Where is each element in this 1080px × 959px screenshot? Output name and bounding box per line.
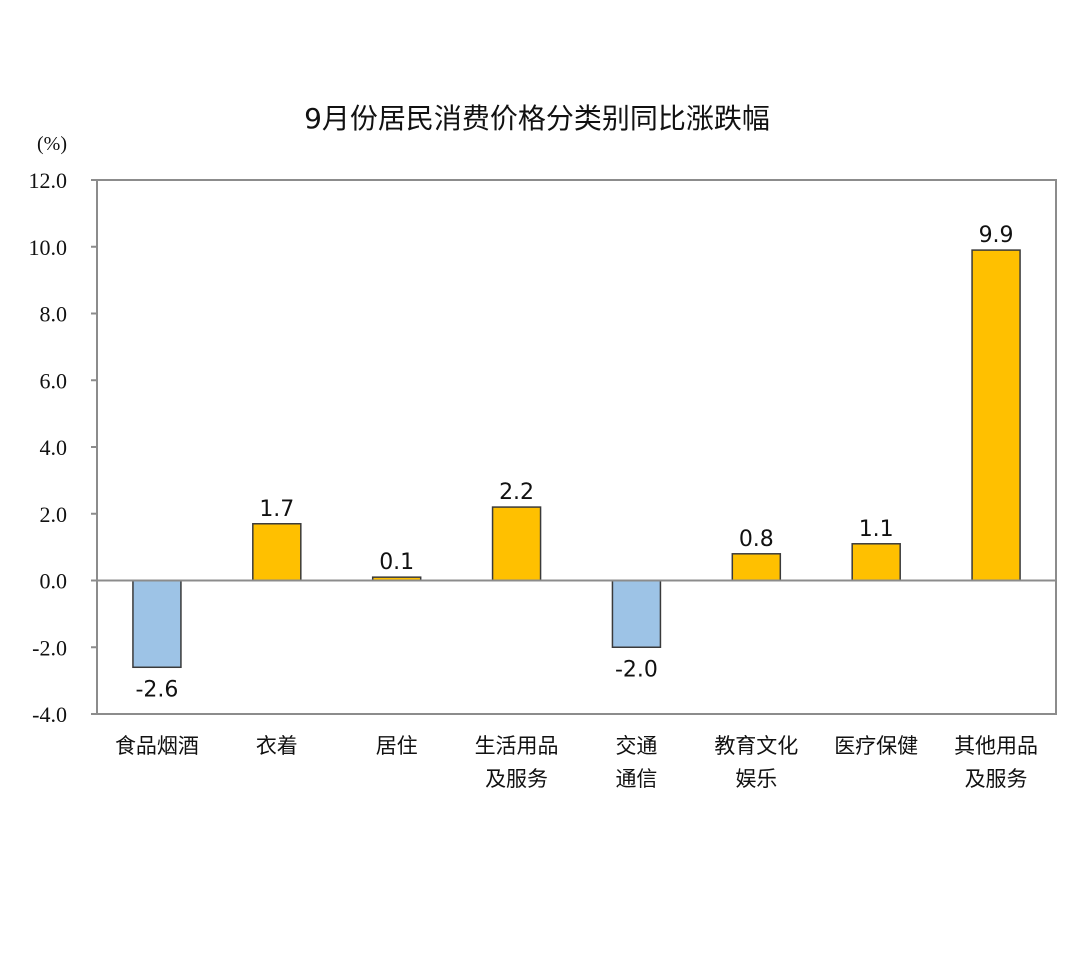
x-category-label: 食品烟酒 xyxy=(115,734,199,758)
x-category-label: 通信 xyxy=(615,767,657,791)
bar xyxy=(731,553,782,582)
bar xyxy=(132,579,182,669)
chart-title: 9月份居民消费价格分类别同比涨跌幅 xyxy=(304,102,770,135)
x-category-label: 居住 xyxy=(376,734,418,758)
data-label: 9.9 xyxy=(979,223,1014,248)
bar xyxy=(611,579,662,648)
x-category-label: 及服务 xyxy=(965,767,1028,791)
data-label: -2.6 xyxy=(135,677,178,702)
data-label: 0.1 xyxy=(379,550,414,575)
plot-frame xyxy=(96,179,1057,715)
x-category-label: 及服务 xyxy=(485,767,548,791)
y-axis-unit-label: (%) xyxy=(37,133,67,155)
y-tick-label: -2.0 xyxy=(32,635,67,660)
data-label: 0.8 xyxy=(739,527,774,552)
x-category-label: 生活用品 xyxy=(475,734,559,758)
y-tick-label: 2.0 xyxy=(40,502,68,527)
x-category-label: 其他用品 xyxy=(954,734,1038,758)
y-tick-label: 10.0 xyxy=(29,235,68,260)
y-tick-label: 4.0 xyxy=(40,435,68,460)
data-label: -2.0 xyxy=(615,657,658,682)
y-tick-label: 6.0 xyxy=(40,368,68,393)
x-category-label: 衣着 xyxy=(256,734,298,758)
data-label: 1.7 xyxy=(259,497,294,522)
x-category-label: 教育文化 xyxy=(714,734,798,758)
y-tick-label: 12.0 xyxy=(29,168,68,193)
bar xyxy=(491,506,542,582)
y-tick-label: -4.0 xyxy=(32,702,67,727)
bar xyxy=(851,543,901,582)
bar xyxy=(252,523,302,582)
x-category-label: 娱乐 xyxy=(735,767,777,791)
data-label: 1.1 xyxy=(859,517,894,542)
y-tick-label: 0.0 xyxy=(40,569,68,594)
x-category-label: 医疗保健 xyxy=(834,734,918,758)
bar xyxy=(971,249,1021,582)
x-category-label: 交通 xyxy=(615,734,657,758)
y-tick-label: 8.0 xyxy=(40,302,68,327)
data-label: 2.2 xyxy=(499,480,534,505)
